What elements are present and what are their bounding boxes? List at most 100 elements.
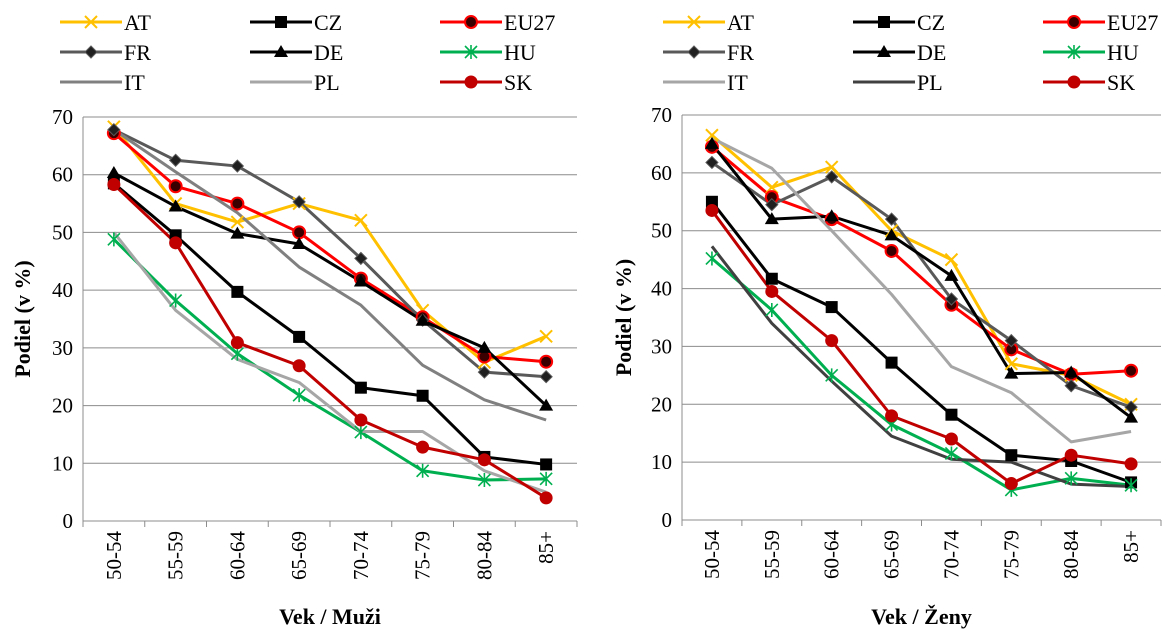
series-line-pl — [112, 231, 547, 494]
data-point-sk — [477, 453, 491, 467]
data-point-fr — [354, 251, 368, 266]
legend-item-at: AT — [60, 10, 151, 35]
data-point-fr — [824, 170, 839, 184]
y-tick-label: 10 — [651, 450, 672, 474]
legend-marker — [84, 45, 98, 59]
series-line-sk — [710, 209, 1132, 486]
data-point-de — [1124, 410, 1139, 423]
legend-item-at: AT — [663, 10, 754, 35]
data-point-fr — [1064, 379, 1078, 393]
data-point-at — [765, 180, 779, 195]
x-tick-label: 55-59 — [760, 530, 784, 579]
y-axis-title: Podiel (v %) — [611, 259, 636, 376]
y-tick-label: 20 — [52, 394, 73, 418]
y-tick-label: 0 — [63, 509, 74, 533]
data-point-fr — [292, 195, 306, 209]
legend-label: SK — [1107, 70, 1135, 95]
legend-marker — [1067, 45, 1081, 59]
data-point-hu — [765, 302, 779, 317]
x-tick-label: 80-84 — [1059, 530, 1083, 579]
data-point-sk — [354, 413, 368, 427]
data-point-hu — [944, 446, 959, 461]
data-point-sk — [885, 409, 899, 423]
legend-item-eu27: EU27 — [440, 10, 555, 35]
series-line-hu — [112, 238, 547, 482]
y-tick-label: 50 — [651, 219, 672, 243]
data-point-at — [824, 160, 839, 174]
data-point-hu — [1064, 471, 1078, 486]
series-line-it — [711, 136, 1132, 444]
legend-item-pl: PL — [250, 70, 340, 95]
y-tick-label: 10 — [52, 451, 73, 475]
y-tick-label: 30 — [651, 334, 672, 358]
legend-item-sk: SK — [440, 70, 532, 95]
x-tick-label: 50-54 — [700, 530, 724, 579]
data-point-hu — [416, 463, 430, 478]
data-point-cz — [231, 285, 244, 298]
legend-marker — [464, 45, 478, 59]
series-line-fr — [711, 161, 1132, 409]
legend-item-de: DE — [853, 40, 946, 65]
legend-label: IT — [124, 70, 145, 95]
data-point-hu — [354, 425, 368, 440]
legend-label: PL — [917, 70, 943, 95]
legend-item-fr: FR — [60, 40, 151, 65]
data-point-at — [944, 252, 959, 267]
x-axis-title: Vek / Ženy — [871, 604, 972, 629]
data-point-eu27 — [292, 225, 307, 240]
data-point-de — [1004, 366, 1019, 379]
x-tick-label: 50-54 — [102, 531, 126, 580]
legend-label: AT — [124, 10, 151, 35]
data-point-de — [353, 274, 368, 287]
series-line-cz — [112, 182, 547, 466]
chart-men: 0 10 20 30 40 50 60 70 50-54 55-59 60-64 65-69 70-74… — [10, 10, 578, 629]
data-point-eu27 — [884, 243, 899, 258]
chart-panel-men: 0 10 20 30 40 50 60 70 50-54 55-59 60-64 65-69 70-74… — [10, 10, 578, 629]
data-point-sk — [765, 284, 779, 298]
legend-label: DE — [314, 40, 343, 65]
data-point-at — [230, 215, 245, 229]
legend-label: FR — [727, 40, 754, 65]
legend-label: SK — [504, 70, 532, 95]
data-point-hu — [169, 293, 183, 308]
x-tick-label: 70-74 — [349, 531, 373, 580]
data-point-de — [230, 226, 245, 239]
legend-marker — [275, 16, 287, 28]
data-point-sk — [944, 432, 958, 446]
series-line-at — [710, 134, 1132, 406]
data-point-fr — [884, 212, 899, 226]
data-point-hu — [292, 388, 306, 403]
legend-item-fr: FR — [663, 40, 754, 65]
y-tick-label: 60 — [52, 163, 73, 187]
legend-marker — [687, 15, 701, 29]
data-point-fr — [230, 159, 245, 173]
legend-item-de: DE — [250, 40, 343, 65]
chart-women: 0 10 20 30 40 50 60 70 50-54 55-59 60-64 65-69 70-74… — [611, 10, 1162, 629]
legend-item-it: IT — [663, 70, 748, 95]
series-line-it — [113, 128, 547, 422]
legend-marker — [464, 15, 478, 29]
data-point-cz — [945, 408, 958, 421]
legend-label: PL — [314, 70, 340, 95]
legend-marker — [878, 16, 890, 28]
data-point-de — [292, 236, 307, 249]
data-point-fr — [705, 155, 719, 170]
data-point-at — [705, 128, 719, 142]
y-tick-label: 60 — [651, 161, 672, 185]
data-point-fr — [1004, 333, 1019, 348]
data-point-cz — [765, 272, 778, 285]
data-point-cz — [1005, 449, 1018, 462]
data-point-de — [415, 313, 430, 326]
legend-marker — [687, 45, 701, 59]
legend-label: HU — [1107, 40, 1139, 65]
series-line-de — [113, 171, 548, 407]
data-point-sk — [107, 178, 121, 192]
x-tick-label: 75-79 — [411, 531, 435, 580]
legend-label: DE — [917, 40, 946, 65]
data-point-at — [1004, 357, 1019, 371]
x-tick-label: 80-84 — [472, 531, 496, 580]
data-point-at — [354, 213, 368, 228]
data-point-eu27 — [168, 179, 183, 194]
x-axis-title: Vek / Muži — [279, 604, 381, 629]
x-tick-label: 60-64 — [820, 530, 844, 579]
